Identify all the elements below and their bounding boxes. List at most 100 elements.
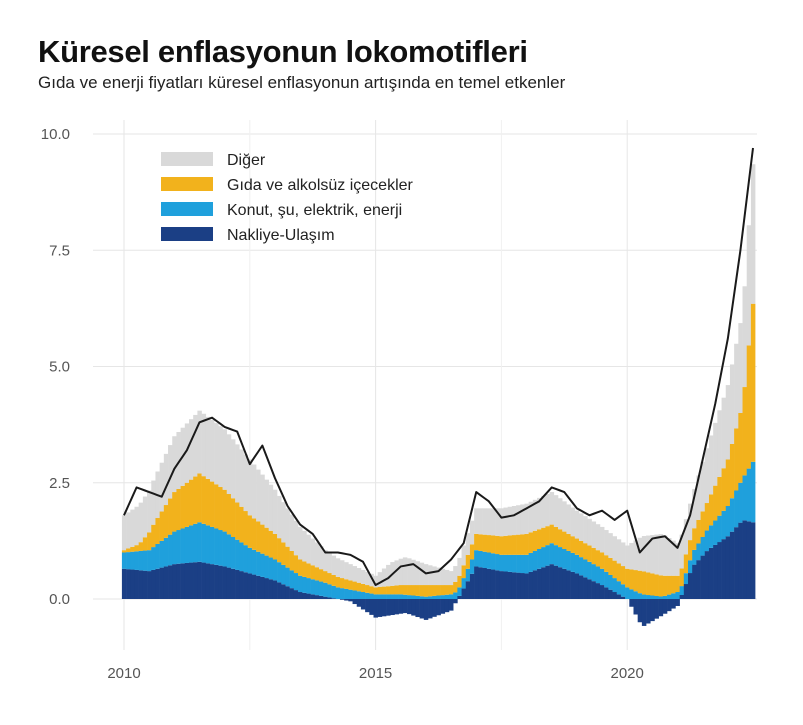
- bar-segment-housing: [260, 553, 265, 577]
- bar-segment-food: [172, 492, 177, 532]
- bar-segment-housing: [423, 596, 429, 599]
- bar-segment-transport: [415, 599, 420, 618]
- bar-segment-housing: [293, 573, 299, 591]
- bar-segment-transport: [184, 562, 190, 599]
- bar-segment-transport: [302, 592, 307, 599]
- bar-segment-food: [134, 545, 139, 552]
- bar-segment-food: [180, 485, 186, 529]
- bar-segment-food: [323, 571, 328, 583]
- bar-segment-food: [272, 533, 278, 560]
- bar-segment-transport: [620, 596, 626, 599]
- bar-segment-housing: [344, 588, 349, 599]
- bar-segment-other: [537, 497, 542, 530]
- bar-segment-transport: [386, 599, 391, 616]
- bar-segment-housing: [612, 578, 618, 593]
- bar-segment-other: [327, 552, 332, 574]
- bar-segment-food: [293, 555, 299, 574]
- bar-segment-housing: [650, 595, 655, 599]
- bar-segment-other: [729, 364, 735, 444]
- bar-segment-other: [293, 520, 299, 556]
- bar-segment-housing: [461, 578, 467, 589]
- bar-segment-housing: [482, 551, 488, 568]
- bar-segment-other: [650, 535, 655, 574]
- bar-segment-housing: [453, 592, 458, 599]
- bar-segment-transport: [729, 531, 735, 599]
- bar-segment-housing: [688, 560, 693, 574]
- bar-segment-food: [696, 519, 701, 544]
- bar-segment-housing: [323, 582, 328, 597]
- bar-segment-other: [750, 164, 756, 304]
- bar-segment-food: [620, 566, 626, 585]
- bar-segment-housing: [180, 528, 186, 564]
- bar-segment-other: [256, 469, 261, 522]
- bar-segment-food: [633, 570, 638, 592]
- bar-segment-housing: [495, 554, 500, 571]
- bar-segment-food: [373, 587, 378, 595]
- bar-segment-food: [507, 535, 513, 555]
- bar-segment-food: [360, 583, 366, 593]
- bar-segment-other: [683, 519, 689, 555]
- bar-segment-housing: [209, 526, 215, 565]
- bar-segment-transport: [402, 599, 408, 614]
- bar-segment-housing: [734, 490, 739, 528]
- bar-segment-other: [226, 434, 232, 494]
- bar-segment-housing: [348, 589, 353, 599]
- bar-segment-food: [365, 585, 370, 593]
- bar-segment-food: [667, 575, 672, 595]
- bar-segment-food: [318, 569, 324, 582]
- bar-segment-transport: [516, 572, 521, 599]
- bar-segment-housing: [578, 557, 584, 576]
- bar-segment-transport: [616, 594, 622, 599]
- bar-segment-housing: [490, 553, 496, 570]
- bar-segment-transport: [734, 527, 739, 599]
- bar-segment-food: [537, 529, 542, 550]
- bar-segment-transport: [629, 599, 634, 607]
- bar-segment-other: [428, 565, 433, 586]
- bar-segment-transport: [641, 599, 647, 626]
- bar-segment-housing: [721, 510, 727, 540]
- bar-segment-housing: [654, 596, 659, 599]
- bar-segment-transport: [692, 564, 697, 599]
- bar-segment-transport: [490, 569, 496, 599]
- bar-segment-transport: [566, 570, 571, 599]
- bar-segment-housing: [277, 562, 282, 583]
- bar-segment-food: [503, 535, 508, 555]
- bar-segment-food: [742, 387, 748, 476]
- bar-segment-transport: [537, 568, 542, 599]
- bar-segment-other: [528, 501, 534, 533]
- bar-segment-other: [658, 534, 664, 576]
- bar-segment-other: [545, 493, 550, 527]
- bar-segment-food: [641, 571, 647, 595]
- bar-segment-housing: [746, 468, 752, 522]
- bar-segment-food: [390, 585, 395, 595]
- bar-segment-other: [549, 492, 555, 525]
- bar-segment-transport: [281, 584, 286, 599]
- bar-segment-other: [365, 571, 370, 586]
- bar-segment-housing: [432, 595, 437, 599]
- bar-segment-other: [243, 454, 248, 512]
- chart-subtitle: Gıda ve enerji fiyatları küresel enflasy…: [38, 73, 566, 92]
- bar-segment-other: [415, 561, 420, 586]
- bar-segment-housing: [583, 559, 588, 578]
- bar-segment-other: [314, 542, 320, 568]
- bar-segment-housing: [591, 564, 597, 582]
- bar-segment-housing: [235, 539, 240, 570]
- bar-segment-other: [235, 444, 240, 503]
- bar-segment-transport: [134, 569, 139, 599]
- bar-segment-transport: [394, 599, 399, 615]
- bar-segment-other: [339, 560, 345, 579]
- bar-segment-transport: [495, 570, 500, 599]
- bar-segment-transport: [272, 580, 278, 599]
- bar-segment-housing: [415, 595, 420, 599]
- bar-segment-other: [587, 518, 592, 546]
- bar-segment-housing: [373, 594, 378, 599]
- bar-segment-food: [260, 524, 265, 554]
- bar-segment-other: [298, 526, 303, 560]
- bar-segment-other: [713, 422, 718, 486]
- legend-label-food: Gıda ve alkolsüz içecekler: [227, 177, 414, 194]
- bar-segment-food: [734, 428, 739, 491]
- bar-segment-transport: [486, 568, 492, 599]
- bar-segment-transport: [277, 582, 282, 599]
- bar-segment-transport: [688, 573, 693, 599]
- bar-segment-other: [482, 508, 488, 535]
